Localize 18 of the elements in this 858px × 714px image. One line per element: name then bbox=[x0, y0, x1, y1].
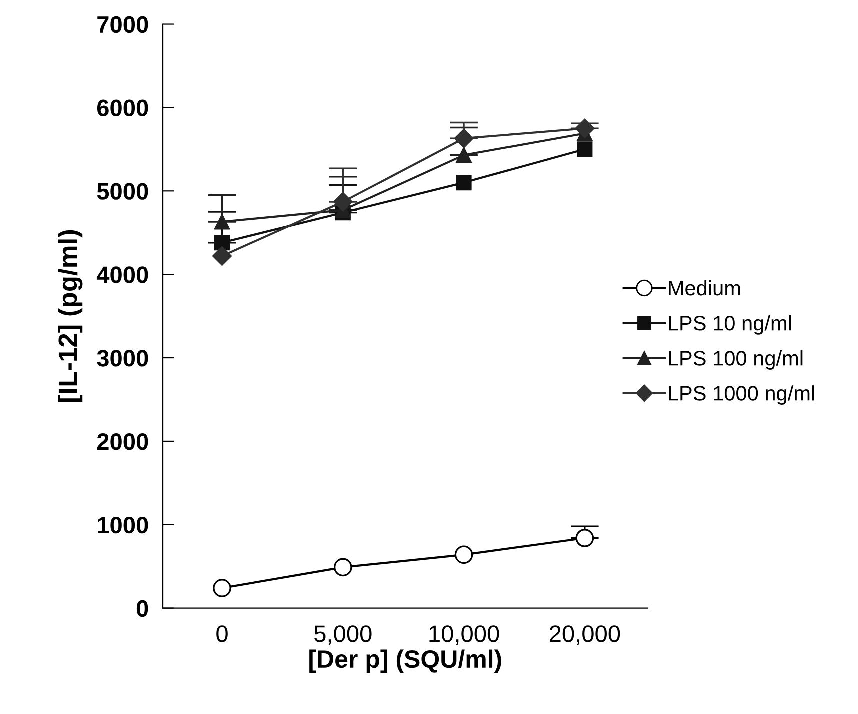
y-tick-label: 2000 bbox=[97, 434, 148, 450]
legend-label: LPS 10 ng/ml bbox=[669, 315, 792, 335]
y-tick-label: 7000 bbox=[98, 16, 148, 34]
legend-label: Medium bbox=[669, 280, 740, 296]
x-tick-label: 10,000 bbox=[430, 626, 500, 646]
y-tick-label: 6000 bbox=[97, 100, 148, 116]
y-tick-label: 3000 bbox=[97, 350, 148, 367]
y-tick-label: 0 bbox=[136, 600, 148, 618]
x-tick-label: 5,000 bbox=[314, 626, 372, 646]
x-tick-label: 20,000 bbox=[550, 626, 620, 646]
legend-label: LPS 1000 ng/ml bbox=[669, 386, 814, 405]
x-axis-title: [Der p] (SQU/ml) bbox=[310, 650, 502, 674]
legend-label: LPS 100 ng/ml bbox=[669, 350, 803, 370]
y-tick-label: 5000 bbox=[97, 183, 148, 200]
y-axis-title: [IL-12] (pg/ml) bbox=[58, 230, 83, 402]
y-tick-label: 4000 bbox=[96, 266, 148, 284]
x-tick-label: 0 bbox=[216, 626, 228, 642]
y-tick-label: 1000 bbox=[98, 516, 148, 534]
